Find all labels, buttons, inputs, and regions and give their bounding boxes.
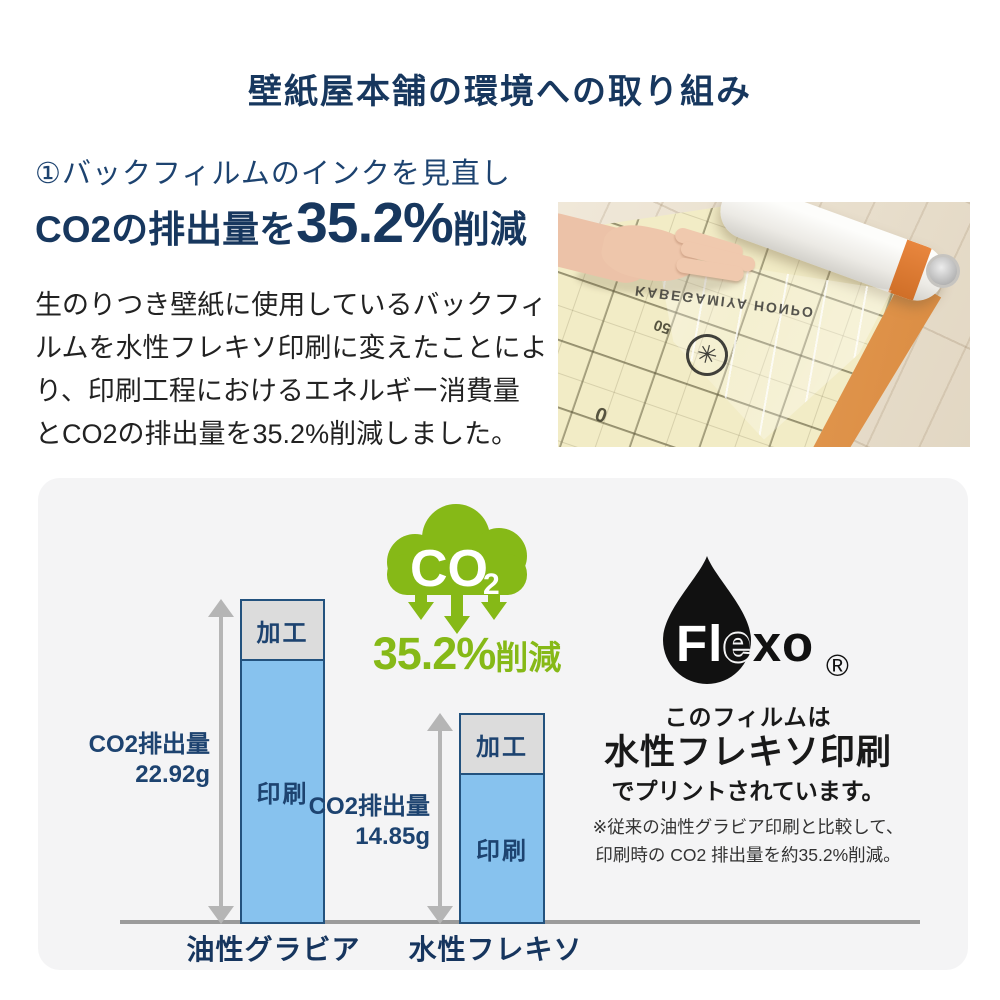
bar-height-arrow-flexo	[427, 713, 453, 924]
intro-line: 生のりつき壁紙に使用しているバックフィ	[35, 290, 547, 320]
reduction-suffix: 削減	[495, 639, 562, 676]
total-label-value: 22.92g	[135, 761, 210, 788]
backing-film-photo: 0 10 50 KABEGAMIYA HONPO ✳	[558, 202, 970, 447]
segment-label: 印刷	[476, 838, 528, 865]
stacked-bar-flexo: 加工 印刷	[459, 713, 545, 924]
reduction-percent: 35.2%	[372, 628, 497, 679]
bar-segment-printing: 印刷	[242, 661, 323, 922]
stacked-bar-gravure: 加工 印刷	[240, 599, 325, 924]
arrow-down-icon	[208, 906, 234, 924]
segment-label: 加工	[476, 733, 528, 761]
arrow-up-icon	[427, 713, 453, 731]
arrow-line	[438, 726, 442, 911]
cloud-sub-text: 2	[483, 568, 500, 601]
co2-reduction-headline: CO2の排出量を 35.2% 削減	[35, 191, 527, 255]
intro-line: とCO2の排出量を35.2%削減しました。	[35, 419, 519, 449]
flexo-footnote-line2: 印刷時の CO2 排出量を約35.2%削減。	[595, 845, 901, 865]
bar-segment-processing: 加工	[242, 601, 323, 661]
bar-segment-printing: 印刷	[461, 775, 543, 922]
flexo-droplet-icon	[663, 555, 751, 685]
total-label-value: 14.85g	[355, 823, 430, 850]
flexo-caption-line2: 水性フレキソ印刷	[603, 733, 892, 772]
arrow-up-icon	[208, 599, 234, 617]
arrow-line	[219, 612, 223, 911]
step-heading: ①バックフィルムのインクを見直し	[35, 158, 511, 190]
intro-line: り、印刷工程におけるエネルギー消費量	[35, 376, 520, 406]
page-title: 壁紙屋本舗の環境への取り組み	[248, 73, 752, 111]
flexo-logo-fl: Fl	[676, 615, 724, 672]
flexo-caption-line1: このフィルムは	[664, 704, 832, 730]
arrow-down-icon	[427, 906, 453, 924]
category-label-flexo: 水性フレキソ	[408, 934, 583, 965]
co2-cloud-icon: CO 2	[387, 504, 527, 634]
co2-headline-prefix: CO2の排出量を	[35, 209, 297, 250]
flexo-footnote-line1: ※従来の油性グラビア印刷と比較して、	[592, 817, 904, 837]
registered-mark: ®	[826, 648, 849, 683]
co2-headline-percent: 35.2%	[296, 191, 454, 255]
intro-paragraph: 生のりつき壁紙に使用しているバックフィ ルムを水性フレキソ印刷に変えたことによ …	[35, 284, 547, 456]
co2-comparison-panel: CO2排出量 22.92g 加工 印刷 油性グラビア CO2排出量 14.85g…	[38, 478, 968, 970]
flexo-logo-exo: exo	[723, 615, 815, 672]
bar-height-arrow-gravure	[208, 599, 234, 924]
total-label-text: CO2排出量	[88, 731, 210, 758]
category-label-gravure: 油性グラビア	[186, 934, 361, 965]
cloud-co-text: CO	[410, 540, 488, 598]
co2-headline-suffix: 削減	[452, 209, 527, 250]
intro-line: ルムを水性フレキソ印刷に変えたことによ	[35, 333, 548, 363]
bar-segment-processing: 加工	[461, 715, 543, 775]
flexo-logo-text: Flexo	[676, 618, 814, 669]
co2-total-label-gravure: CO2排出量 22.92g	[58, 730, 210, 790]
reduction-percent-line: 35.2% 削減	[337, 628, 597, 680]
total-label-text: CO2排出量	[308, 793, 430, 820]
segment-label: 印刷	[256, 781, 309, 808]
flexo-caption-line3: でプリントされています。	[611, 778, 885, 804]
segment-label: 加工	[256, 619, 309, 647]
co2-total-label-flexo: CO2排出量 14.85g	[278, 792, 430, 852]
